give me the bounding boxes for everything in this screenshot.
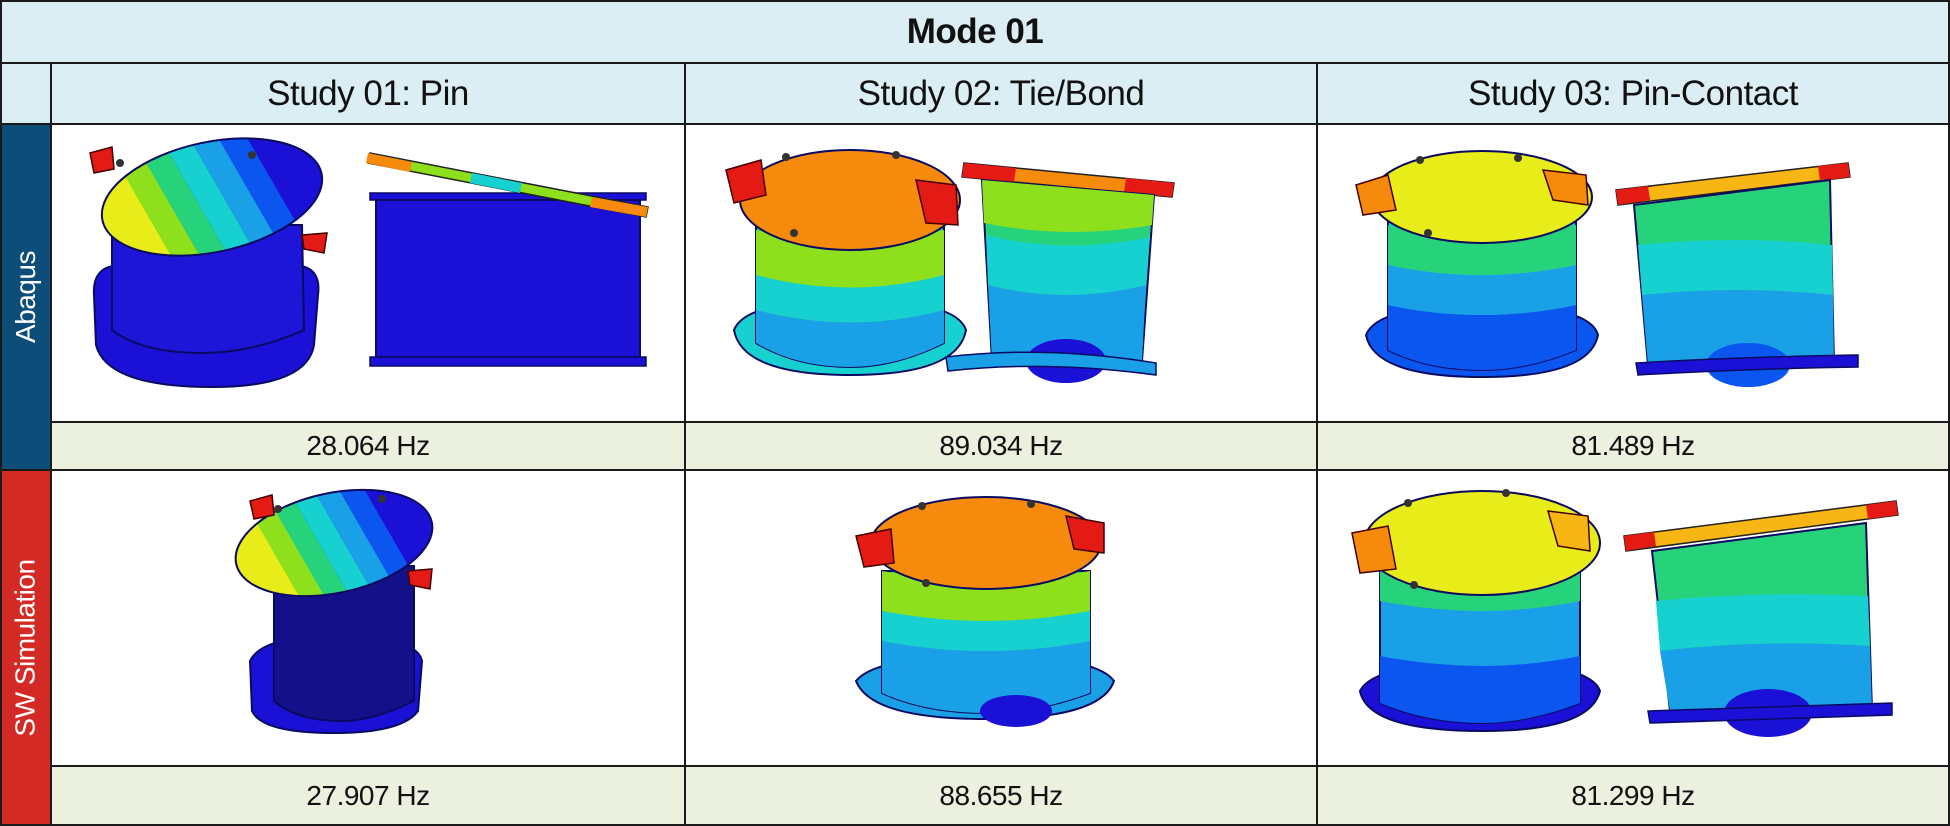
corner-cell [0,62,52,125]
row-label-sw-simulation-text: SW Simulation [10,558,41,737]
sw-simulation-study-02-frequency: 88.655 Hz [684,765,1318,826]
sw-simulation-study-01-frequency: 27.907 Hz [50,765,686,826]
row-label-abaqus-text: Abaqus [10,251,41,343]
table-title: Mode 01 [0,0,1950,64]
column-header-study-03: Study 03: Pin-Contact [1316,62,1950,125]
abaqus-study-01-image [50,123,686,423]
column-header-study-01: Study 01: Pin [50,62,686,125]
row-label-sw-simulation: SW Simulation [0,469,52,826]
abaqus-study-03-image [1316,123,1950,423]
row-label-abaqus: Abaqus [0,123,52,471]
column-header-study-02: Study 02: Tie/Bond [684,62,1318,125]
abaqus-study-02-image [684,123,1318,423]
sw-simulation-study-02-image [684,469,1318,767]
sw-simulation-study-03-frequency: 81.299 Hz [1316,765,1950,826]
abaqus-study-01-frequency: 28.064 Hz [50,421,686,471]
sw-simulation-study-01-image [50,469,686,767]
abaqus-study-03-frequency: 81.489 Hz [1316,421,1950,471]
sw-simulation-study-03-image [1316,469,1950,767]
abaqus-study-02-frequency: 89.034 Hz [684,421,1318,471]
